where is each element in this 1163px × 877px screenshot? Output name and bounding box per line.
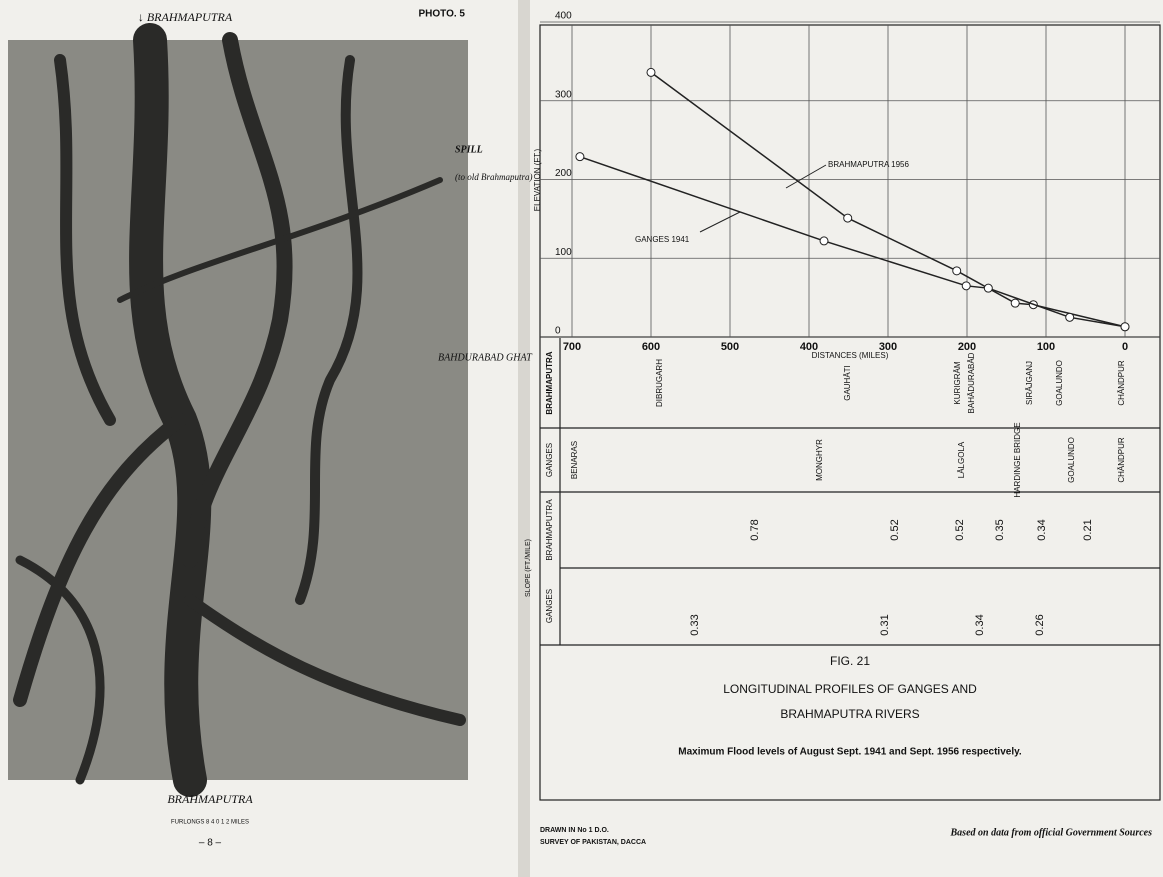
x-tick-label: 700: [563, 341, 581, 353]
slope-value: 0.26: [1034, 614, 1046, 635]
x-tick-label: 0: [1122, 341, 1128, 353]
station-name: LĀLGOLA: [957, 441, 966, 478]
credit: Based on data from official Government S…: [950, 827, 1153, 838]
station-name: KURIGRĀM: [953, 361, 962, 404]
station-name: DIBRUGARH: [655, 359, 664, 407]
station-name: HARDINGE BRIDGE: [1013, 422, 1022, 497]
x-tick-label: 100: [1037, 341, 1055, 353]
photo-bottom: BRAHMAPUTRA: [167, 792, 253, 806]
slope-value: 0.35: [994, 519, 1006, 540]
slope-value: 0.52: [954, 519, 966, 540]
row-label: BRAHMAPUTRA: [545, 351, 554, 414]
station-name: SIRĀJGANJ: [1025, 361, 1034, 405]
station-name: CHĀNDPUR: [1117, 437, 1126, 483]
row-label: GANGES: [545, 443, 554, 477]
photo-top: ↓ BRAHMAPUTRA: [138, 10, 233, 24]
station-name: MONGHYR: [815, 439, 824, 481]
data-point: [1121, 323, 1129, 331]
row-label: BRAHMAPUTRA: [545, 499, 554, 561]
slope-label: SLOPE (FT./MILE): [525, 539, 532, 597]
credit: DRAWN IN No 1 D.O.: [540, 827, 609, 834]
spill-note: (to old Brahmaputra): [455, 172, 533, 182]
data-point: [984, 284, 992, 292]
y-tick-label: 100: [555, 247, 572, 258]
series-label: GANGES 1941: [635, 235, 690, 244]
x-tick-label: 500: [721, 341, 739, 353]
slope-value: 0.52: [889, 519, 901, 540]
y-tick-label: 400: [555, 11, 572, 22]
page-number: – 8 –: [199, 838, 222, 849]
slope-value: 0.21: [1082, 519, 1094, 540]
data-point: [576, 153, 584, 161]
credit: SURVEY OF PAKISTAN, DACCA: [540, 839, 646, 846]
figure-title: BRAHMAPUTRA RIVERS: [780, 707, 919, 721]
spill: SPILL: [455, 144, 483, 155]
data-point: [962, 282, 970, 290]
slope-value: 0.34: [1036, 519, 1048, 540]
slope-value: 0.34: [974, 614, 986, 635]
y-tick-label: 0: [555, 326, 561, 337]
data-point: [820, 237, 828, 245]
page: ↓ BRAHMAPUTRA PHOTO. 5 SPILL (to old Bra…: [0, 0, 1163, 877]
figure-number: FIG. 21: [830, 654, 870, 668]
slope-value: 0.33: [689, 614, 701, 635]
series-label: BRAHMAPUTRA 1956: [828, 160, 909, 169]
station-name: GOALUNDO: [1067, 437, 1076, 483]
slope-value: 0.31: [879, 614, 891, 635]
data-point: [953, 267, 961, 275]
figure-note: Maximum Flood levels of August Sept. 194…: [678, 747, 1022, 758]
aerial-photo: [8, 40, 468, 780]
data-point: [647, 68, 655, 76]
data-point: [1066, 313, 1074, 321]
station-name: BAHĀDURABĀD: [967, 352, 976, 413]
station-name: CHĀNDPUR: [1117, 360, 1126, 406]
y-tick-label: 200: [555, 168, 572, 179]
row-label: GANGES: [545, 589, 554, 623]
x-tick-label: 600: [642, 341, 660, 353]
photo-label: PHOTO. 5: [419, 9, 466, 20]
station-name: BENARAS: [570, 441, 579, 479]
y-axis-label: ELEVATION (FT.): [533, 148, 542, 211]
x-tick-label: 200: [958, 341, 976, 353]
data-point: [1011, 299, 1019, 307]
ghat: BAHDURABAD GHAT: [438, 352, 533, 363]
station-name: GOALUNDO: [1055, 360, 1064, 406]
y-tick-label: 300: [555, 89, 572, 100]
x-axis-label: DISTANCES (MILES): [812, 351, 889, 360]
station-name: GAUHĀTI: [843, 365, 852, 401]
figure-title: LONGITUDINAL PROFILES OF GANGES AND: [723, 682, 977, 696]
slope-value: 0.78: [749, 519, 761, 540]
data-point: [844, 214, 852, 222]
gutter: [518, 0, 530, 877]
scale-bar: FURLONGS 8 4 0 1 2 MILES: [171, 820, 249, 826]
